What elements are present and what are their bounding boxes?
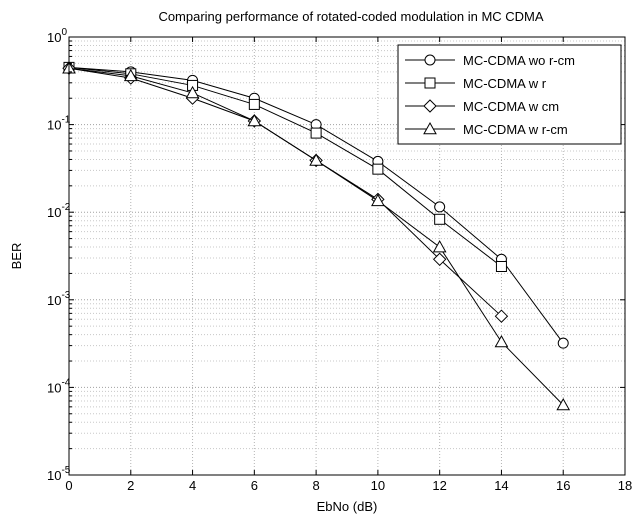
y-tick-label: 10-5 — [47, 465, 71, 483]
legend-marker-circle — [424, 54, 436, 66]
data-point-circle — [557, 337, 569, 349]
data-point-triangle — [432, 240, 447, 253]
x-tick-label: 12 — [432, 478, 446, 493]
data-point-triangle — [123, 68, 138, 82]
data-point-square — [372, 163, 384, 175]
y-tick-label: 10-3 — [47, 290, 71, 308]
legend: MC-CDMA wo r-cm MC-CDMA w r MC-CDMA w cm MC… — [397, 44, 622, 145]
data-point-triangle — [247, 113, 262, 127]
legend-marker-diamond — [423, 99, 437, 113]
legend-label: MC-CDMA wo r-cm — [463, 53, 575, 68]
series-layer — [62, 61, 571, 411]
legend-label: MC-CDMA w cm — [463, 99, 559, 114]
chart-title: Comparing performance of rotated-coded m… — [158, 9, 543, 24]
legend-marker-triangle — [423, 121, 437, 135]
y-tick-label: 10-1 — [47, 115, 71, 133]
data-point-triangle — [556, 397, 571, 411]
data-point-square — [434, 213, 446, 225]
tick-layer: 0 2 4 6 8 10 12 14 16 18 10-5 10-4 10-3 10-2 10-1 100 — [47, 27, 632, 493]
x-tick-label: 2 — [127, 478, 134, 493]
x-tick-label: 8 — [312, 478, 319, 493]
legend-label: MC-CDMA w r — [463, 76, 547, 91]
x-tick-label: 0 — [65, 478, 72, 493]
x-tick-label: 18 — [618, 478, 632, 493]
data-point-triangle — [494, 334, 509, 348]
y-axis-title: BER — [9, 243, 24, 270]
legend-label: MC-CDMA w r-cm — [463, 122, 568, 137]
x-axis-title: EbNo (dB) — [317, 499, 378, 514]
legend-marker-square — [424, 77, 436, 89]
data-point-square — [310, 127, 322, 139]
x-tick-label: 4 — [189, 478, 196, 493]
data-point-circle — [434, 201, 446, 213]
data-point-triangle — [309, 153, 323, 166]
data-point-triangle — [371, 193, 385, 207]
x-tick-label: 16 — [556, 478, 570, 493]
x-tick-label: 6 — [251, 478, 258, 493]
data-point-diamond — [494, 309, 509, 323]
data-point-triangle — [185, 85, 200, 99]
x-tick-label: 14 — [494, 478, 508, 493]
y-tick-label: 10-4 — [47, 377, 71, 395]
y-tick-label: 10-2 — [47, 202, 71, 220]
data-point-diamond — [432, 252, 447, 267]
data-point-square — [248, 98, 260, 110]
y-tick-label: 100 — [47, 27, 67, 45]
x-tick-label: 10 — [371, 478, 385, 493]
plot-frame — [68, 36, 626, 476]
data-point-square — [495, 260, 507, 272]
series-line — [68, 66, 502, 267]
